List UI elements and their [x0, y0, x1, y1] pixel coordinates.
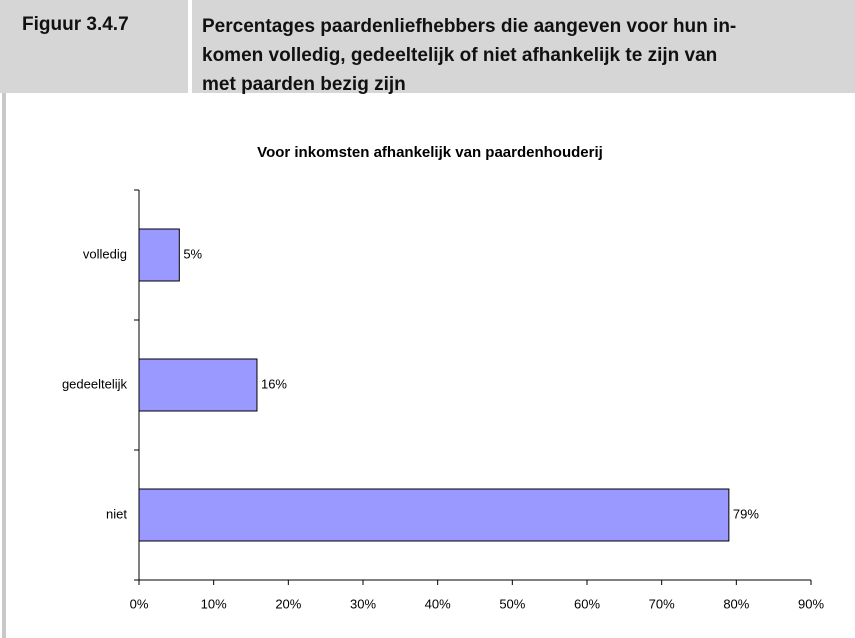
value-label: 79%: [733, 506, 759, 521]
x-tick-label: 40%: [425, 596, 451, 611]
y-tick-label: volledig: [83, 246, 127, 261]
title-line: Percentages paardenliefhebbers die aange…: [202, 16, 737, 37]
x-tick-label: 70%: [649, 596, 675, 611]
bar: [138, 228, 180, 282]
title-line: komen volledig, gedeeltelijk of niet afh…: [202, 45, 718, 66]
x-tick-label: 90%: [798, 596, 824, 611]
y-tick-label: niet: [106, 506, 127, 521]
title-line: met paarden bezig zijn: [202, 74, 406, 95]
value-label: 5%: [183, 246, 202, 261]
figure-title: Percentages paardenliefhebbers die aange…: [192, 0, 855, 95]
x-tick-label: 10%: [201, 596, 227, 611]
figure-number: Figuur 3.4.7: [0, 0, 188, 93]
x-tick-label: 80%: [723, 596, 749, 611]
bar: [138, 488, 730, 542]
x-tick-label: 30%: [350, 596, 376, 611]
value-label: 16%: [261, 376, 287, 391]
x-tick-label: 60%: [574, 596, 600, 611]
x-tick-label: 50%: [499, 596, 525, 611]
x-tick-label: 0%: [130, 596, 149, 611]
bar: [138, 358, 258, 412]
chart-title: Voor inkomsten afhankelijk van paardenho…: [257, 144, 603, 161]
x-tick-label: 20%: [275, 596, 301, 611]
y-tick-label: gedeeltelijk: [62, 376, 128, 391]
